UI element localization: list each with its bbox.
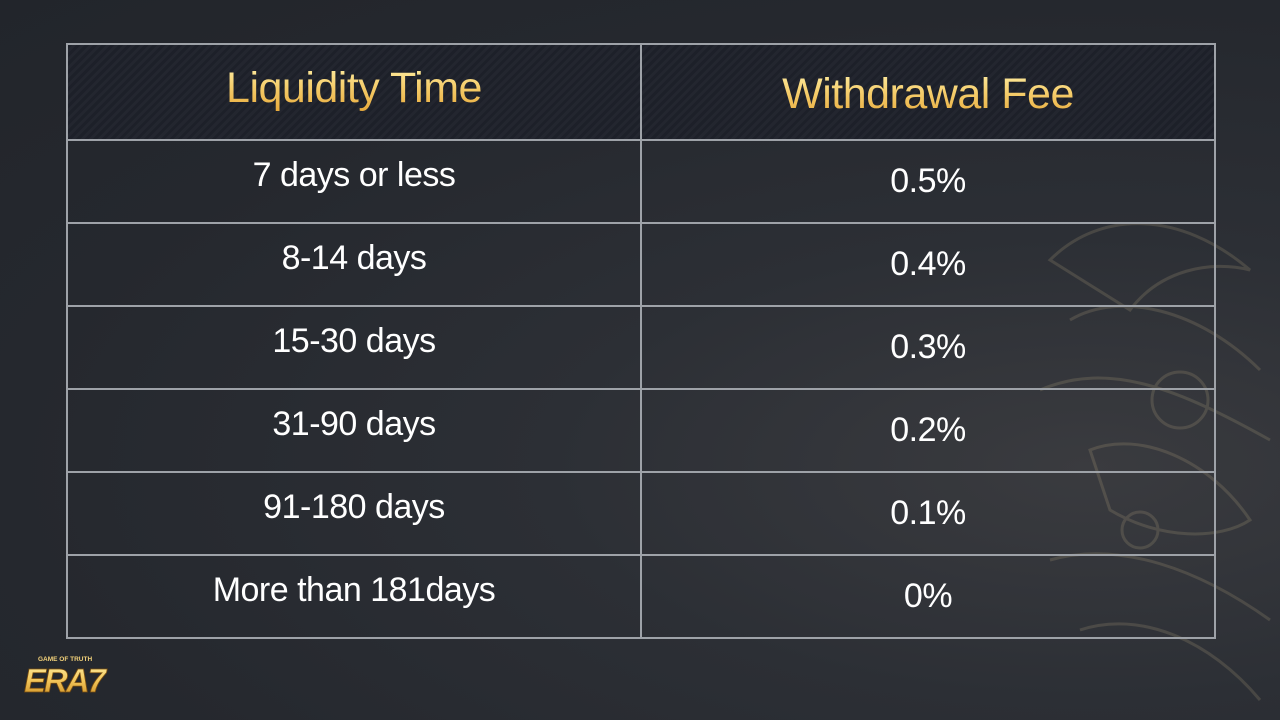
table-row: 15-30 days 0.3%	[66, 305, 1216, 390]
table-row: 91-180 days 0.1%	[66, 471, 1216, 556]
liquidity-time-cell: 8-14 days	[66, 222, 642, 307]
header-withdrawal-fee-label: Withdrawal Fee	[782, 69, 1074, 118]
table-row: 8-14 days 0.4%	[66, 222, 1216, 307]
liquidity-time-cell: 91-180 days	[66, 471, 642, 556]
table-header-row: Liquidity Time Withdrawal Fee	[66, 43, 1216, 141]
table-row: 31-90 days 0.2%	[66, 388, 1216, 473]
header-liquidity-time-label: Liquidity Time	[226, 63, 482, 112]
table-row: 7 days or less 0.5%	[66, 139, 1216, 224]
liquidity-time-cell: 7 days or less	[66, 139, 642, 224]
liquidity-time-cell: 15-30 days	[66, 305, 642, 390]
liquidity-time-cell: More than 181days	[66, 554, 642, 639]
withdrawal-fee-table: Liquidity Time Withdrawal Fee 7 days or …	[66, 43, 1216, 639]
era7-logo: GAME OF TRUTH ERA7	[24, 656, 110, 696]
withdrawal-fee-cell: 0%	[640, 554, 1216, 639]
withdrawal-fee-cell: 0.4%	[640, 222, 1216, 307]
header-liquidity-time: Liquidity Time	[66, 43, 642, 141]
logo-wordmark: ERA7	[24, 662, 108, 696]
withdrawal-fee-cell: 0.5%	[640, 139, 1216, 224]
withdrawal-fee-cell: 0.3%	[640, 305, 1216, 390]
header-withdrawal-fee: Withdrawal Fee	[640, 43, 1216, 141]
table-row: More than 181days 0%	[66, 554, 1216, 639]
logo-tagline: GAME OF TRUTH	[38, 656, 92, 663]
liquidity-time-cell: 31-90 days	[66, 388, 642, 473]
withdrawal-fee-cell: 0.1%	[640, 471, 1216, 556]
withdrawal-fee-cell: 0.2%	[640, 388, 1216, 473]
